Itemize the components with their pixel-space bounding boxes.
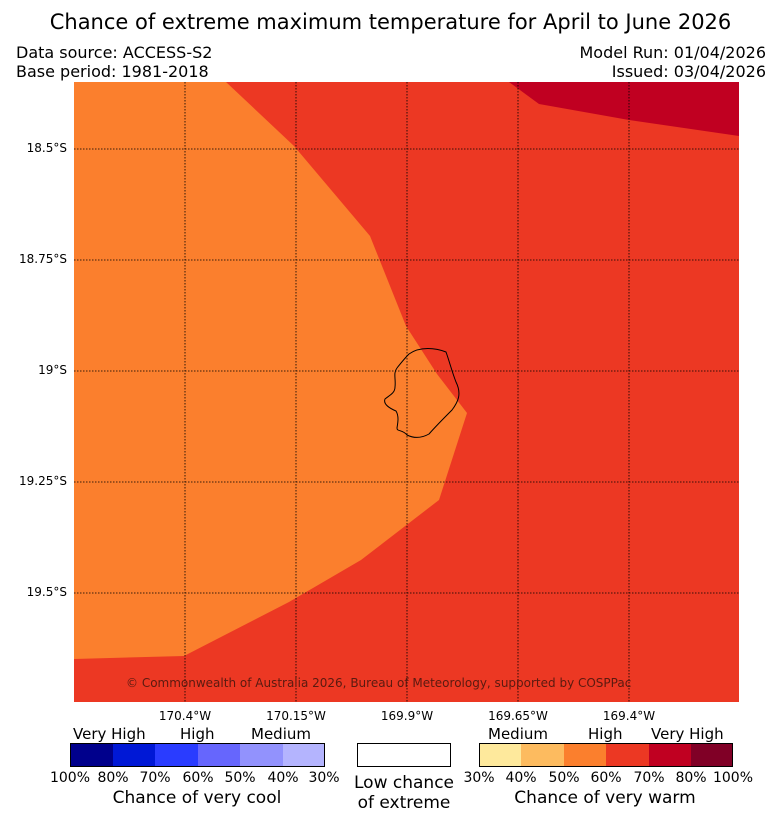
cool-pct-label: 80% [97,770,129,786]
warm-category-very-high: Very High [651,725,724,743]
lon-label: 169.9°W [380,709,434,723]
cool-category-medium: Medium [251,725,311,743]
zone-high-50-60 [74,82,467,659]
cool-swatch [240,743,283,767]
warm-swatch [479,743,521,767]
data-source: Data source: ACCESS-S2 [16,43,213,62]
cool-pct-label: 40% [267,770,299,786]
warm-swatch-border [479,743,733,767]
cool-category-high: High [180,725,215,743]
cool-swatch [283,743,325,767]
low-chance-swatch [357,743,451,767]
warm-pct-label: 50% [548,770,580,786]
zone-very-high-70-80 [509,82,739,136]
meta-left: Data source: ACCESS-S2 Base period: 1981… [16,43,212,81]
cool-pct-label: 60% [182,770,214,786]
low-chance-caption: Low chance of extreme [354,773,454,813]
warm-pct-label: 40% [505,770,537,786]
lat-label: 19°S [38,363,67,377]
warm-pct-label: 60% [590,770,622,786]
copyright-notice: © Commonwealth of Australia 2026, Bureau… [126,676,632,690]
warm-category-high: High [588,725,623,743]
warm-swatch [649,743,691,767]
cool-category-very-high: Very High [73,725,146,743]
lon-label: 170.15°W [266,709,326,723]
cool-swatch [198,743,240,767]
warm-swatch [521,743,564,767]
lon-label: 169.65°W [488,709,548,723]
warm-swatch [564,743,606,767]
island-coastline [384,348,460,438]
warm-swatch [691,743,733,767]
warm-pct-label: 30% [463,770,495,786]
cool-swatch [155,743,198,767]
cool-swatch-border [70,743,325,767]
cool-pct-label: 30% [308,770,340,786]
lat-label: 18.75°S [19,252,67,266]
meta-right: Model Run: 01/04/2026 Issued: 03/04/2026 [580,43,767,81]
cool-caption: Chance of very cool [112,788,282,808]
lat-label: 18.5°S [26,141,67,155]
warm-category-medium: Medium [488,725,548,743]
cool-swatch [70,743,113,767]
lat-label: 19.25°S [19,474,67,488]
cool-swatch [113,743,155,767]
low-chance-line2: of extreme [357,793,451,813]
cool-pct-label: 70% [139,770,171,786]
base-period: Base period: 1981-2018 [16,62,209,81]
map-title: Chance of extreme maximum temperature fo… [49,10,732,34]
model-run: Model Run: 01/04/2026 [579,43,767,62]
warm-pct-label: 80% [675,770,707,786]
warm-pct-label: 100% [712,770,754,786]
low-chance-line1: Low chance [354,773,454,793]
graticule [74,82,739,702]
lon-label: 169.4°W [602,709,656,723]
lon-label: 170.4°W [158,709,212,723]
issued-date: Issued: 03/04/2026 [611,62,766,81]
warm-swatch [606,743,649,767]
cool-pct-label: 50% [224,770,256,786]
cool-pct-label: 100% [49,770,91,786]
warm-caption: Chance of very warm [514,788,696,808]
lat-label: 19.5°S [26,585,67,599]
warm-pct-label: 70% [633,770,665,786]
map-area[interactable] [74,82,739,702]
